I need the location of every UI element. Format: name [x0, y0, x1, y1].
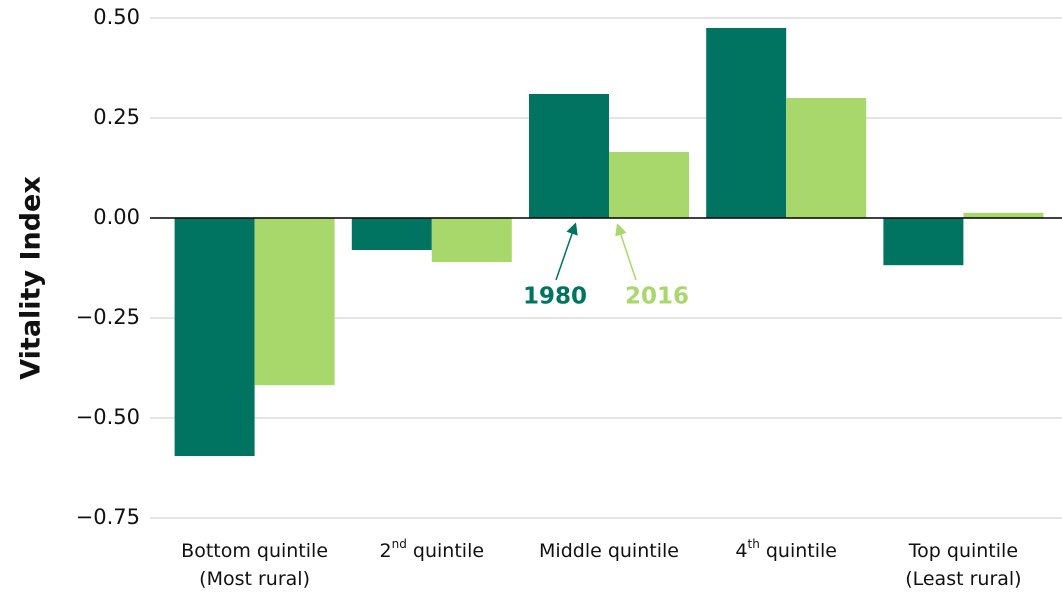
annotation-1980: 1980	[523, 284, 587, 310]
bar	[431, 218, 512, 262]
y-tick-label: −0.50	[76, 405, 140, 429]
y-tick-label: −0.75	[76, 505, 140, 529]
bar	[174, 218, 255, 456]
x-tick-label: Middle quintile	[539, 540, 679, 562]
bar	[883, 218, 964, 266]
y-tick-label: 0.50	[93, 5, 140, 29]
bar	[786, 98, 867, 218]
bar	[706, 28, 787, 218]
x-tick-label: 2nd quintile	[380, 537, 485, 562]
bar	[351, 218, 432, 250]
bar	[529, 94, 609, 218]
y-tick-label: −0.25	[76, 305, 140, 329]
x-tick-label: 4th quintile	[735, 537, 837, 562]
bar	[254, 218, 335, 386]
y-tick-label: 0.25	[93, 105, 140, 129]
y-axis-label: Vitality Index	[16, 176, 47, 380]
y-tick-label: 0.00	[93, 205, 140, 229]
bar	[963, 212, 1044, 218]
annotation-arrow	[615, 223, 637, 281]
annotation-2016: 2016	[625, 284, 689, 310]
plot	[150, 17, 1062, 519]
x-tick-label: Top quintile (Least rural)	[905, 540, 1021, 590]
annotation-arrow	[555, 222, 578, 281]
x-tick-label: Bottom quintile (Most rural)	[181, 540, 328, 590]
bar	[609, 152, 689, 218]
